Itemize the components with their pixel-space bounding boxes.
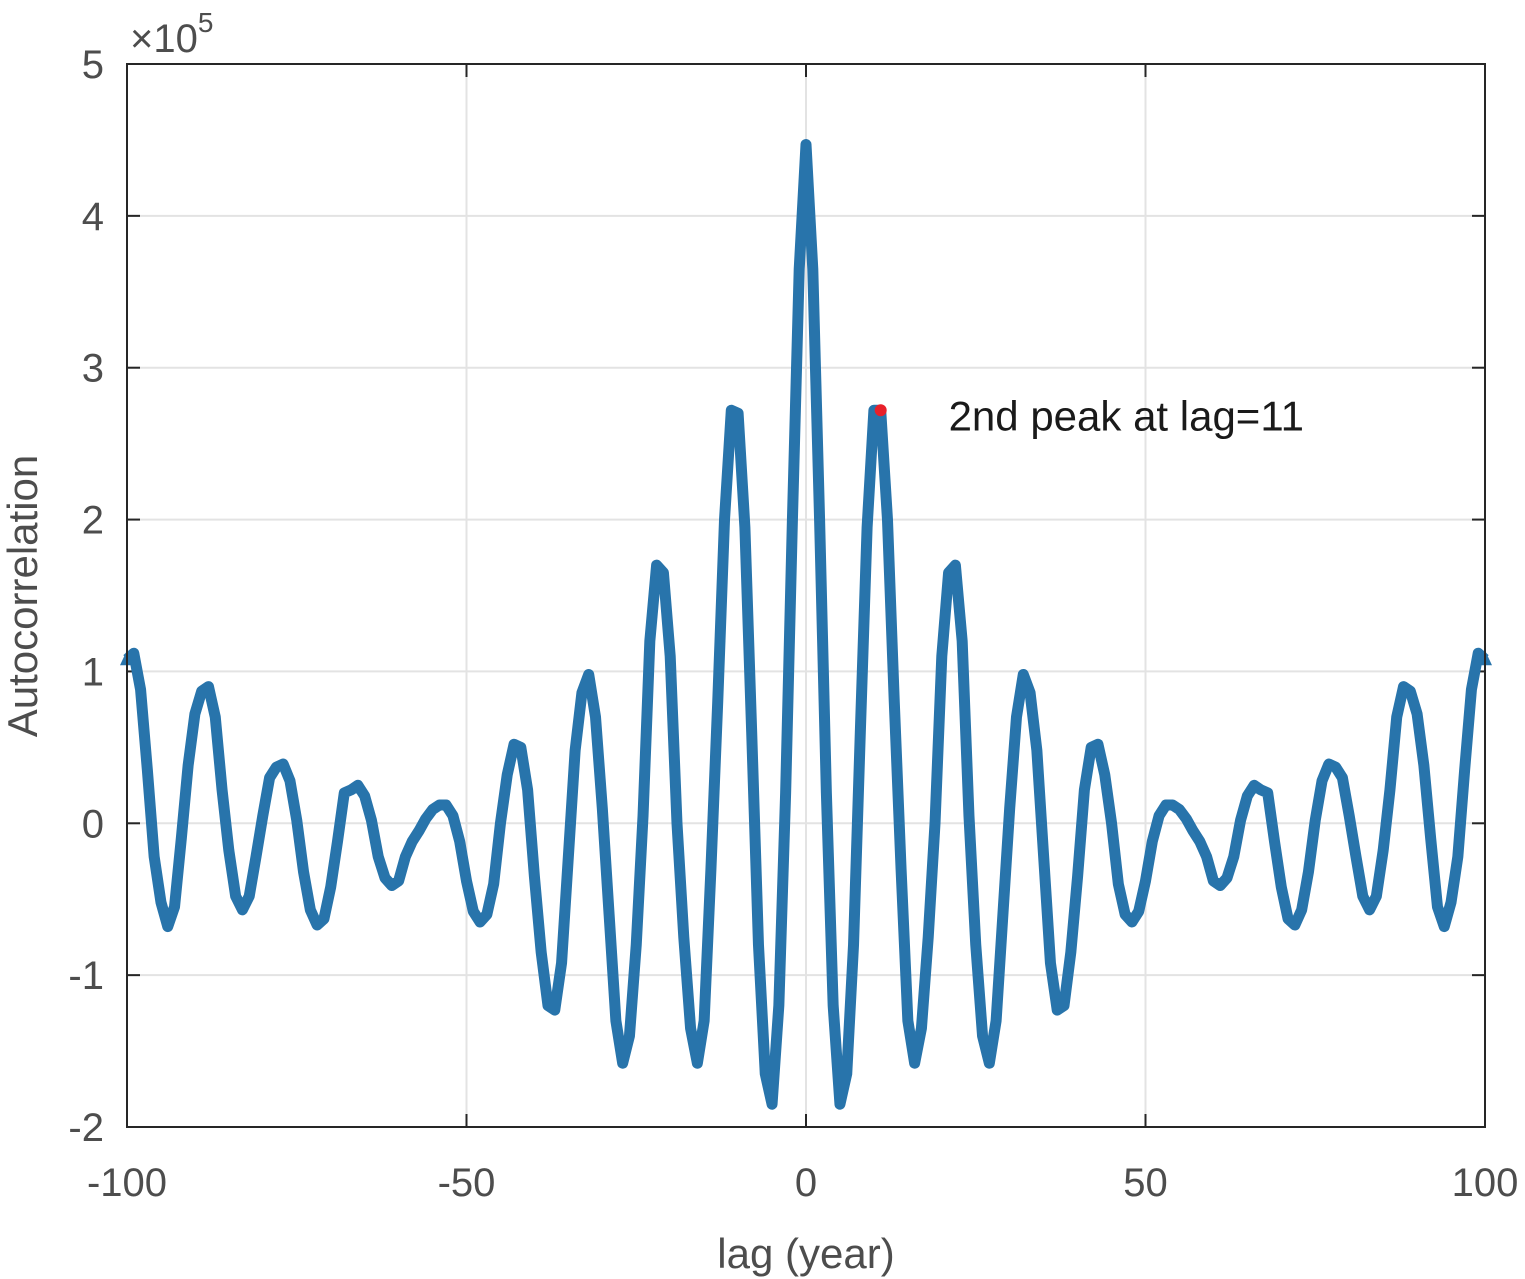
- x-tick-labels: -100 -50 0 50 100: [87, 1161, 1518, 1205]
- plot-frame: [126, 63, 1486, 1128]
- x-tick-label: 50: [1123, 1161, 1168, 1205]
- y-tick-label: 2: [82, 499, 104, 543]
- y-tick-label: -2: [68, 1106, 104, 1150]
- y-scale-multiplier: ×105: [130, 7, 213, 61]
- y-tick-label: 3: [82, 347, 104, 391]
- y-tick-label: 4: [82, 195, 104, 239]
- x-tick-label: 0: [795, 1161, 817, 1205]
- x-tick-label: 100: [1452, 1161, 1519, 1205]
- y-tick-label: 0: [82, 802, 104, 846]
- second-peak-marker: [874, 404, 887, 417]
- x-tick-label: -100: [87, 1161, 167, 1205]
- y-axis-label: Autocorrelation: [0, 455, 46, 738]
- peak-annotation: 2nd peak at lag=11: [949, 392, 1304, 439]
- y-tick-label: -1: [68, 954, 104, 998]
- y-tick-label: 5: [82, 43, 104, 87]
- y-tick-labels: -2 -1 0 1 2 3 4 5: [68, 43, 104, 1150]
- autocorrelation-series-line: [123, 138, 1489, 1110]
- x-tick-label: -50: [438, 1161, 496, 1205]
- y-tick-label: 1: [82, 650, 104, 694]
- x-axis-label: lag (year): [717, 1230, 894, 1277]
